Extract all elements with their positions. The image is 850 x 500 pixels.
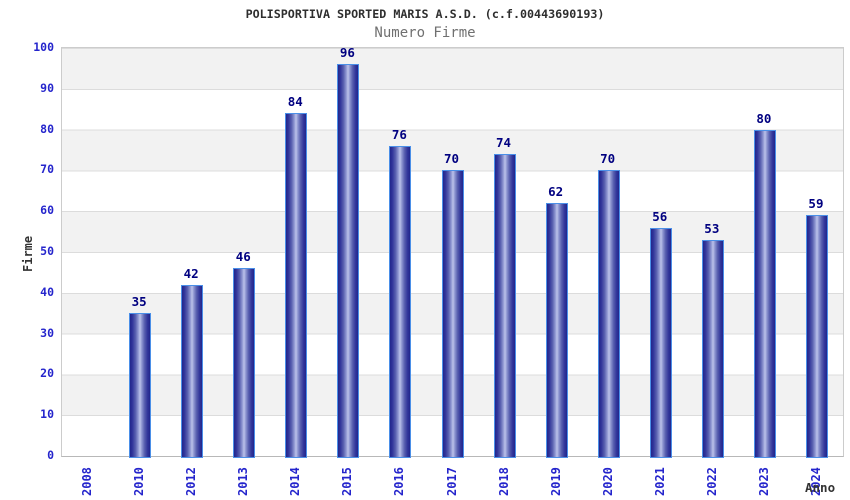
x-tick-label: 2008 [80, 467, 95, 496]
x-tick-label: 2014 [288, 467, 303, 496]
x-tick-label: 2022 [704, 467, 719, 496]
bar-value-label: 59 [808, 196, 824, 212]
x-tick-label: 2013 [236, 467, 251, 496]
bar-2014 [285, 113, 308, 458]
bar-2016 [389, 145, 412, 458]
chart-subtitle: Numero Firme [374, 25, 476, 41]
y-tick-label: 50 [40, 244, 54, 258]
bar-value-label: 74 [496, 135, 512, 151]
bar-2015 [337, 64, 360, 458]
bar-value-label: 56 [652, 208, 668, 224]
bar-2021 [649, 227, 672, 458]
x-tick-label: 2021 [652, 467, 667, 496]
x-tick-label: 2017 [444, 467, 459, 496]
x-tick-label: 2018 [496, 467, 511, 496]
bar-2018 [493, 154, 516, 458]
x-tick-label: 2020 [600, 467, 615, 496]
y-tick-label: 60 [40, 203, 54, 218]
bar-2019 [545, 203, 568, 458]
bar-value-label: 80 [756, 110, 772, 126]
x-tick-label: 2012 [184, 467, 199, 496]
y-tick-label: 100 [33, 40, 54, 54]
x-tick-label: 2015 [340, 467, 355, 496]
bar-2017 [441, 170, 464, 458]
bar-value-label: 42 [183, 265, 199, 281]
y-tick-label: 30 [40, 325, 54, 340]
x-tick-label: 2023 [756, 467, 771, 496]
bar-value-label: 53 [704, 220, 720, 236]
bar-2010 [129, 313, 152, 458]
bar-2022 [701, 239, 724, 458]
y-tick-label: 80 [40, 121, 54, 136]
bar-value-label: 70 [443, 151, 460, 167]
y-tick-label: 10 [40, 407, 54, 422]
x-tick-label: 2016 [392, 467, 407, 496]
bar-value-label: 70 [600, 151, 616, 167]
x-axis-label: Anno [805, 480, 836, 495]
y-tick-label: 0 [47, 448, 54, 462]
x-tick-label: 2010 [132, 467, 147, 496]
bar-value-label: 76 [391, 126, 407, 142]
chart-title: POLISPORTIVA SPORTED MARIS A.S.D. (c.f.0… [245, 7, 605, 21]
y-tick-label: 70 [40, 162, 54, 177]
y-tick-label: 90 [40, 80, 54, 95]
y-tick-label: 40 [40, 284, 54, 299]
plot-area [61, 47, 844, 458]
bar-value-label: 96 [339, 45, 355, 61]
bar-value-label: 35 [131, 294, 147, 310]
bar-value-label: 84 [287, 94, 303, 110]
bar-value-label: 62 [548, 184, 564, 200]
y-tick-label: 20 [40, 366, 54, 381]
bar-value-label: 46 [235, 249, 251, 265]
bar-2012 [181, 284, 204, 458]
bar-2023 [753, 129, 776, 458]
bar-2013 [233, 268, 256, 458]
bar-2020 [597, 170, 620, 458]
x-tick-label: 2019 [548, 467, 563, 496]
bar-2024 [805, 215, 828, 458]
